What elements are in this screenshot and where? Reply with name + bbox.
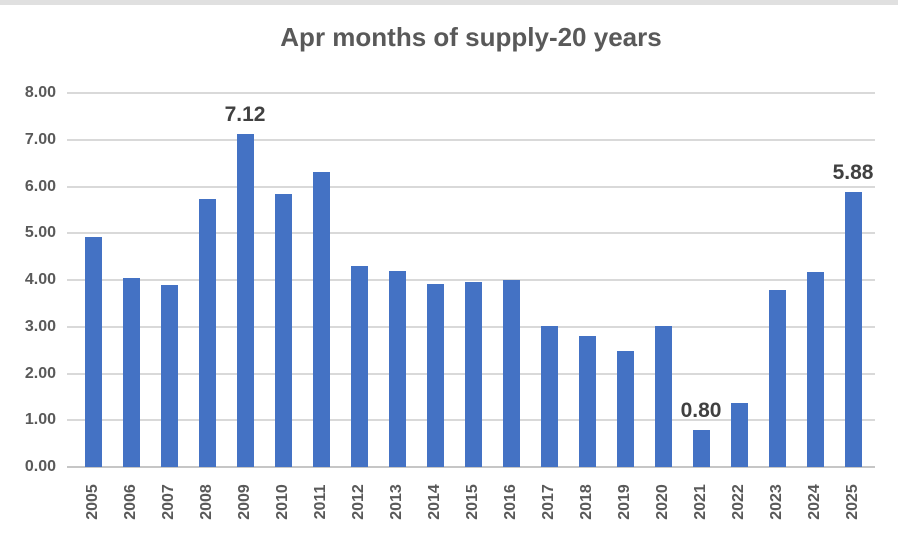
bar-2014: [426, 283, 444, 467]
bar-2012: [350, 265, 368, 467]
bar-2021: [692, 429, 710, 467]
x-tick-2011: 2011: [312, 484, 329, 520]
x-tick-2005: 2005: [84, 484, 101, 520]
gridline-0.00: [67, 466, 875, 468]
x-tick-2007: 2007: [160, 484, 177, 520]
bar-2006: [122, 277, 140, 467]
bar-2008: [198, 199, 216, 467]
x-tick-2013: 2013: [388, 484, 405, 520]
x-tick-2022: 2022: [730, 484, 747, 520]
data-label-2009: 7.12: [224, 103, 266, 127]
gridline-7.00: [67, 138, 875, 141]
y-tick-7.00: 7.00: [24, 130, 56, 148]
x-tick-2006: 2006: [122, 484, 139, 520]
bar-2018: [578, 335, 596, 467]
bar-2010: [274, 194, 292, 467]
gridline-6.00: [67, 185, 875, 188]
bar-2015: [464, 281, 482, 467]
bar-2019: [616, 350, 634, 467]
bar-2020: [654, 326, 672, 467]
data-label-2025: 5.88: [832, 161, 874, 185]
x-tick-2008: 2008: [198, 484, 215, 520]
x-tick-2020: 2020: [654, 484, 671, 520]
window-top-edge: [0, 0, 898, 5]
bar-2005: [84, 236, 102, 467]
y-tick-3.00: 3.00: [24, 317, 56, 335]
bar-2023: [768, 289, 786, 467]
x-tick-2017: 2017: [540, 484, 557, 520]
x-tick-2009: 2009: [236, 484, 253, 520]
x-tick-2019: 2019: [616, 484, 633, 520]
y-tick-6.00: 6.00: [24, 177, 56, 195]
y-tick-5.00: 5.00: [24, 224, 56, 242]
x-tick-2010: 2010: [274, 484, 291, 520]
bar-2022: [730, 403, 748, 467]
bar-2016: [502, 280, 520, 467]
y-tick-0.00: 0.00: [24, 458, 56, 475]
bar-2024: [806, 271, 824, 467]
y-tick-2.00: 2.00: [24, 364, 56, 382]
x-tick-2024: 2024: [806, 484, 823, 520]
chart-title: Apr months of supply-20 years: [280, 22, 662, 52]
gridline-4.00: [67, 279, 875, 281]
x-tick-2014: 2014: [426, 484, 443, 520]
bar-2009: [236, 134, 254, 467]
bar-2025: [844, 192, 862, 467]
bar-2011: [312, 172, 330, 467]
plot-area: [67, 92, 875, 468]
x-tick-2018: 2018: [578, 484, 595, 520]
bar-2007: [160, 285, 178, 467]
x-tick-2023: 2023: [768, 484, 785, 520]
x-tick-2016: 2016: [502, 484, 519, 520]
bar-2013: [388, 270, 406, 467]
x-tick-2015: 2015: [464, 484, 481, 520]
data-label-2021: 0.80: [680, 398, 722, 422]
x-tick-2025: 2025: [844, 484, 861, 520]
gridline-5.00: [67, 232, 875, 235]
gridline-8.00: [67, 92, 875, 94]
y-tick-1.00: 1.00: [24, 411, 56, 429]
y-tick-8.00: 8.00: [24, 84, 56, 101]
bar-2017: [540, 326, 558, 467]
y-tick-4.00: 4.00: [24, 271, 56, 288]
x-tick-2012: 2012: [350, 484, 367, 520]
x-tick-2021: 2021: [692, 484, 709, 520]
